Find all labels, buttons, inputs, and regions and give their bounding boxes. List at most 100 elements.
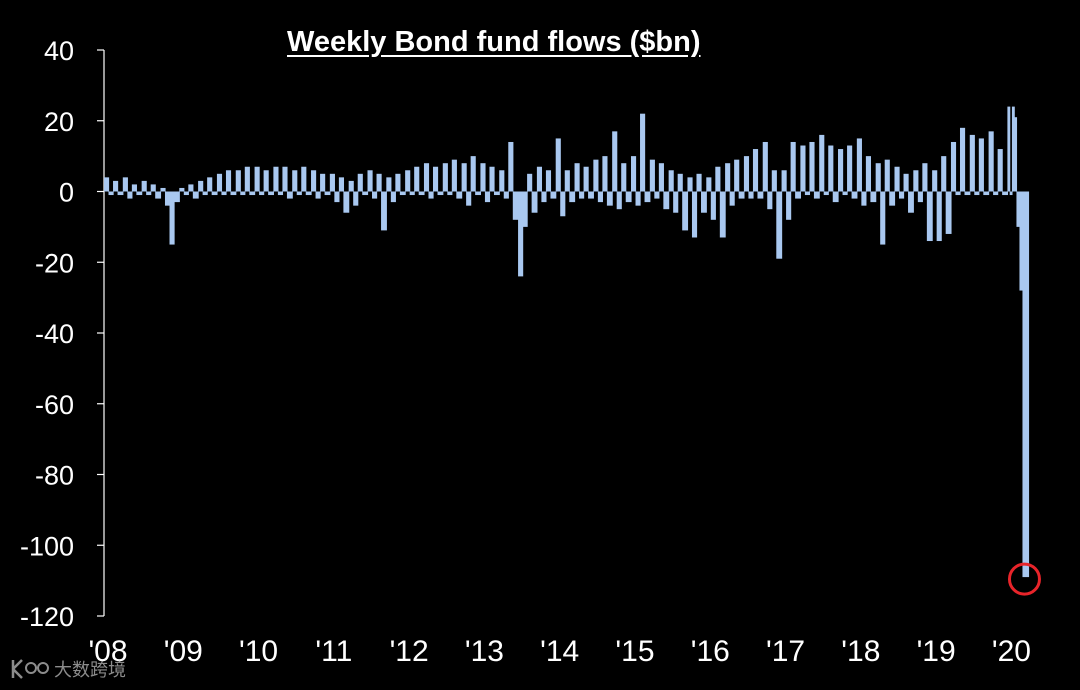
flow-bar xyxy=(405,170,411,192)
flow-bar xyxy=(842,191,848,196)
flow-bar xyxy=(649,159,655,192)
flow-bar xyxy=(865,156,871,192)
flow-bar xyxy=(673,191,679,213)
watermark: 大数跨境 xyxy=(10,656,126,682)
x-tick-label: '17 xyxy=(766,635,805,668)
flow-bar xyxy=(969,134,975,192)
flow-bar xyxy=(550,191,557,199)
flow-bar xyxy=(456,191,463,199)
x-axis: '08 '09 '10 '11 '12 '13 '14 '15 '16 '17 '18 '19 '20 xyxy=(88,635,1031,668)
flow-bar xyxy=(230,191,237,196)
flow-bar xyxy=(574,163,580,192)
flow-bar xyxy=(503,191,509,199)
flow-bar xyxy=(263,170,269,192)
flow-bar xyxy=(531,191,538,213)
flow-bar xyxy=(776,191,783,259)
x-tick-label: '09 xyxy=(164,635,203,668)
flow-bar xyxy=(875,163,881,192)
flow-bar xyxy=(1002,191,1009,196)
flow-bar xyxy=(334,191,340,203)
flow-bar xyxy=(198,180,204,192)
flow-bar xyxy=(644,191,651,203)
flow-bar xyxy=(823,191,829,196)
flow-bar xyxy=(917,191,923,203)
x-tick-label: '12 xyxy=(390,635,429,668)
flow-bar xyxy=(437,191,444,196)
flow-bar xyxy=(432,166,439,192)
flow-bar xyxy=(160,187,166,192)
flow-bar xyxy=(499,170,505,192)
flow-bar xyxy=(343,191,350,213)
flow-bar xyxy=(743,156,750,192)
flow-bar xyxy=(710,191,716,220)
flow-bar xyxy=(480,163,486,192)
flow-bar xyxy=(292,170,298,192)
bars-group xyxy=(104,106,1030,578)
flow-bar xyxy=(381,191,387,231)
flow-bar xyxy=(489,166,495,192)
flow-bar xyxy=(508,141,514,192)
flow-bar xyxy=(832,191,839,203)
flow-bar xyxy=(786,191,792,220)
flow-bar xyxy=(466,191,472,206)
flow-bar xyxy=(409,191,415,196)
flow-bar xyxy=(254,166,260,192)
flow-bar xyxy=(282,166,288,192)
chart-title: Weekly Bond fund flows ($bn) xyxy=(287,26,701,58)
flow-bar xyxy=(320,173,326,192)
flow-bar xyxy=(635,191,641,206)
x-tick-label: '18 xyxy=(841,635,880,668)
flow-bar xyxy=(188,184,194,192)
flow-bar xyxy=(470,156,476,192)
flow-bar xyxy=(752,149,759,192)
flow-bar xyxy=(706,177,712,192)
flow-bar xyxy=(597,191,603,203)
flow-bar xyxy=(104,177,110,192)
flow-bar xyxy=(357,173,363,192)
x-tick-label: '15 xyxy=(615,635,654,668)
flow-bar xyxy=(259,191,265,196)
flow-bar xyxy=(484,191,491,203)
flow-bar xyxy=(338,177,345,192)
flow-bar xyxy=(800,145,806,192)
flow-bar xyxy=(583,166,589,192)
flow-bar xyxy=(593,159,599,192)
flow-bar xyxy=(324,191,331,196)
flow-bar xyxy=(1014,117,1018,192)
flow-bar xyxy=(663,191,670,210)
flow-bar xyxy=(461,163,467,192)
flow-bar xyxy=(113,180,119,192)
flow-bar xyxy=(767,191,773,210)
flow-bar xyxy=(701,191,707,213)
flow-bar xyxy=(564,170,570,192)
flow-bar xyxy=(861,191,867,206)
flow-bar xyxy=(216,173,223,192)
flow-bar xyxy=(606,191,613,206)
flow-bar xyxy=(899,191,905,199)
flow-bar xyxy=(414,166,420,192)
flow-bar xyxy=(244,166,250,192)
y-axis: 40 20 0 -20 -40 -60 -80 -100 -120 xyxy=(20,36,105,632)
flow-bar xyxy=(748,191,754,199)
flow-bar xyxy=(475,191,482,196)
flow-bar xyxy=(305,191,312,196)
flow-bar xyxy=(913,170,919,192)
flow-bar xyxy=(395,173,401,192)
flow-bar xyxy=(315,191,321,199)
flow-bar xyxy=(687,177,693,192)
flow-bar xyxy=(922,163,928,192)
flow-bar xyxy=(880,191,886,245)
flow-bar xyxy=(211,191,218,196)
flow-bar xyxy=(311,170,317,192)
y-tick-label: -40 xyxy=(35,319,74,349)
x-tick-label: '19 xyxy=(917,635,956,668)
flow-bar xyxy=(447,191,453,196)
flow-bar xyxy=(828,145,834,192)
flow-bar xyxy=(108,191,114,196)
flow-bar xyxy=(945,191,952,234)
flow-bar xyxy=(988,131,994,192)
flow-bar xyxy=(1011,106,1015,192)
flow-bar xyxy=(993,191,999,196)
flow-bar xyxy=(202,191,208,196)
flow-bar xyxy=(235,170,241,192)
